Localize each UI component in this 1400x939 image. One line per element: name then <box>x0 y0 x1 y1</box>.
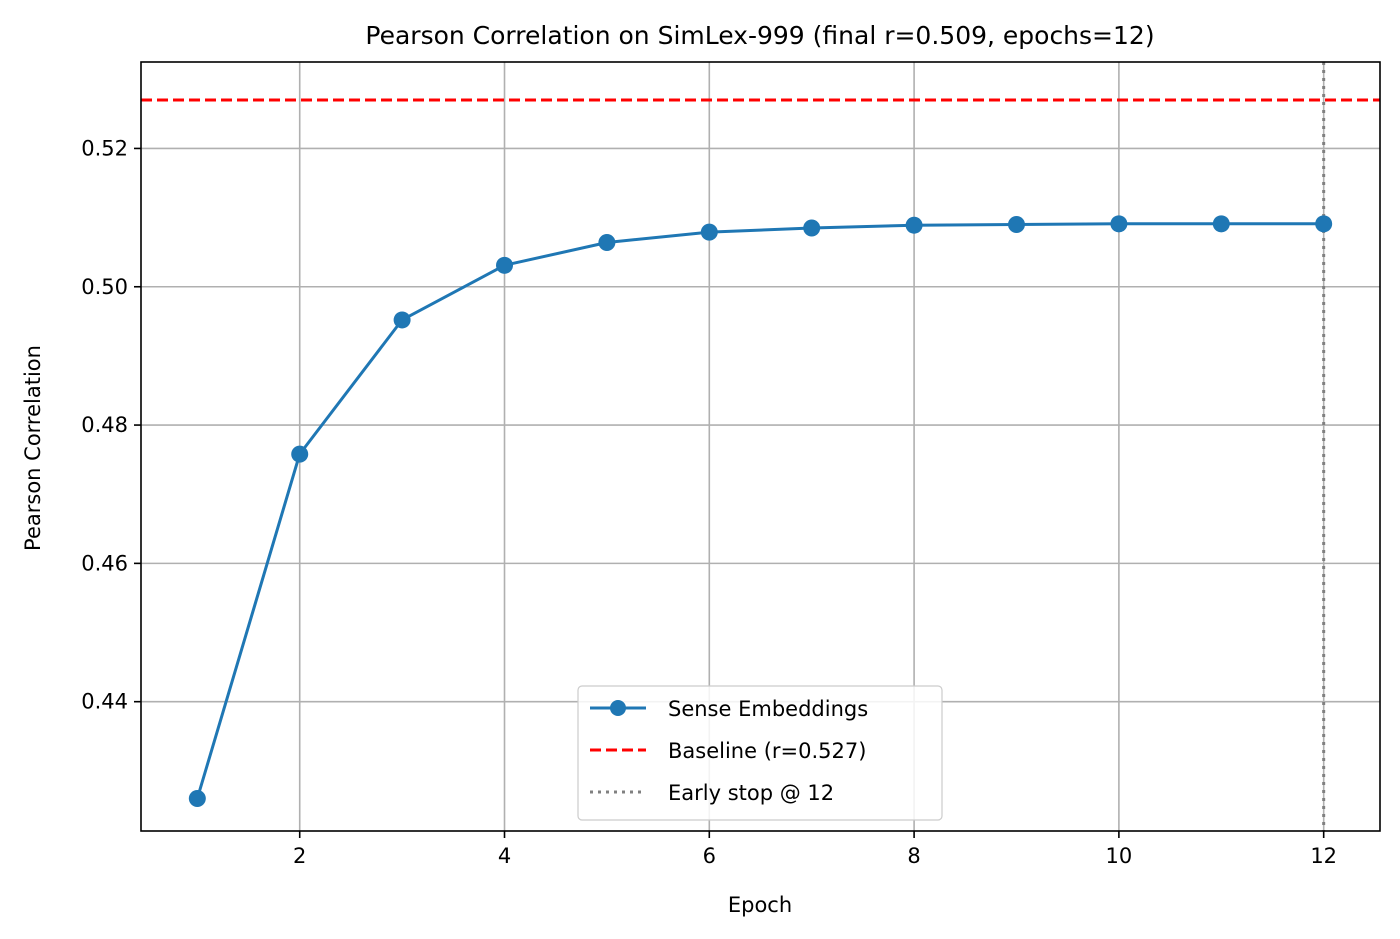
data-point <box>1007 216 1025 234</box>
y-tick-label: 0.44 <box>81 690 128 714</box>
x-axis-label: Epoch <box>728 893 792 917</box>
plot-frame <box>140 61 1381 832</box>
legend-swatch-series-marker <box>610 700 626 716</box>
data-point <box>1110 215 1128 233</box>
chart-title: Pearson Correlation on SimLex-999 (final… <box>365 21 1154 50</box>
y-axis-label: Pearson Correlation <box>21 345 45 551</box>
data-point <box>393 311 411 329</box>
data-point <box>598 233 616 251</box>
data-point <box>1212 215 1230 233</box>
legend-label-baseline: Baseline (r=0.527) <box>668 739 866 763</box>
axis-ticks: 2 4 6 8 10 12 0.44 0.46 0.48 0.50 0.52 <box>81 136 1337 868</box>
y-tick-label: 0.52 <box>81 136 128 160</box>
y-tick-label: 0.50 <box>81 275 128 299</box>
data-point <box>291 445 309 463</box>
legend-box <box>577 685 943 821</box>
x-tick-label: 12 <box>1310 844 1337 868</box>
data-point <box>905 216 923 234</box>
x-tick-label: 6 <box>703 844 716 868</box>
y-tick-label: 0.48 <box>81 413 128 437</box>
reference-lines <box>141 62 1380 831</box>
y-tick-label: 0.46 <box>81 551 128 575</box>
legend-label-series: Sense Embeddings <box>668 697 868 721</box>
data-point <box>700 223 718 241</box>
x-tick-label: 8 <box>907 844 920 868</box>
data-point <box>496 256 514 274</box>
data-series <box>188 215 1333 807</box>
data-point <box>188 789 206 807</box>
data-point <box>803 219 821 237</box>
x-tick-label: 2 <box>293 844 306 868</box>
grid <box>141 62 1380 831</box>
x-tick-label: 4 <box>498 844 511 868</box>
x-tick-label: 10 <box>1106 844 1133 868</box>
legend-label-early-stop: Early stop @ 12 <box>668 781 834 805</box>
series-line <box>195 222 1324 799</box>
data-point <box>1315 215 1333 233</box>
legend: Sense Embeddings Baseline (r=0.527) Earl… <box>577 685 943 821</box>
